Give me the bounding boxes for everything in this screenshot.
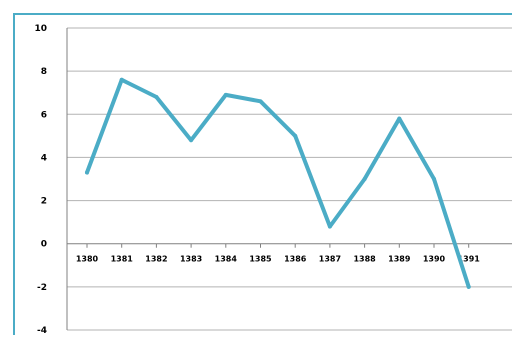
series bbox=[85, 77, 471, 289]
x-tick-label: 1383 bbox=[180, 255, 202, 264]
data-point bbox=[154, 95, 159, 100]
x-tick-label: 1380 bbox=[76, 255, 99, 264]
x-tick-label: 1387 bbox=[319, 255, 341, 264]
axes bbox=[66, 28, 512, 330]
y-tick-label: -2 bbox=[37, 283, 47, 293]
grid-lines bbox=[67, 27, 512, 331]
x-tick-label: 1391 bbox=[458, 255, 481, 264]
data-point bbox=[466, 284, 471, 289]
series-line bbox=[85, 77, 471, 289]
y-tick-labels: -4 -2 0 2 4 6 8 10 bbox=[34, 24, 47, 336]
chart-frame bbox=[13, 13, 512, 339]
data-point bbox=[223, 92, 228, 97]
y-tick-label: -4 bbox=[37, 326, 47, 335]
x-tick-label: 1382 bbox=[145, 255, 167, 264]
data-point bbox=[397, 116, 402, 121]
data-point bbox=[362, 177, 367, 181]
y-tick-label: 0 bbox=[41, 240, 47, 250]
data-point bbox=[327, 224, 332, 229]
y-tick-label: 10 bbox=[34, 24, 47, 34]
data-point bbox=[258, 99, 263, 104]
x-tick-label: 1389 bbox=[388, 255, 411, 264]
data-point bbox=[119, 77, 124, 82]
x-tick-label: 1381 bbox=[111, 255, 134, 264]
data-point bbox=[189, 138, 194, 143]
data-point bbox=[293, 133, 298, 138]
x-tick-label: 1385 bbox=[249, 255, 272, 264]
y-tick-label: 6 bbox=[41, 110, 47, 120]
x-tick-label: 1388 bbox=[353, 255, 376, 264]
y-tick-label: 4 bbox=[41, 153, 47, 163]
x-tick-label: 1384 bbox=[215, 255, 238, 264]
x-tick-labels: 1380 1381 1382 1383 1384 1385 1386 1387 1388 1389… bbox=[76, 255, 480, 264]
x-tick-label: 1390 bbox=[423, 255, 446, 264]
x-tick-label: 1386 bbox=[284, 255, 307, 264]
y-tick-label: 2 bbox=[41, 197, 47, 207]
y-tick-label: 8 bbox=[41, 67, 47, 77]
data-point bbox=[85, 170, 89, 175]
data-point bbox=[432, 177, 436, 181]
